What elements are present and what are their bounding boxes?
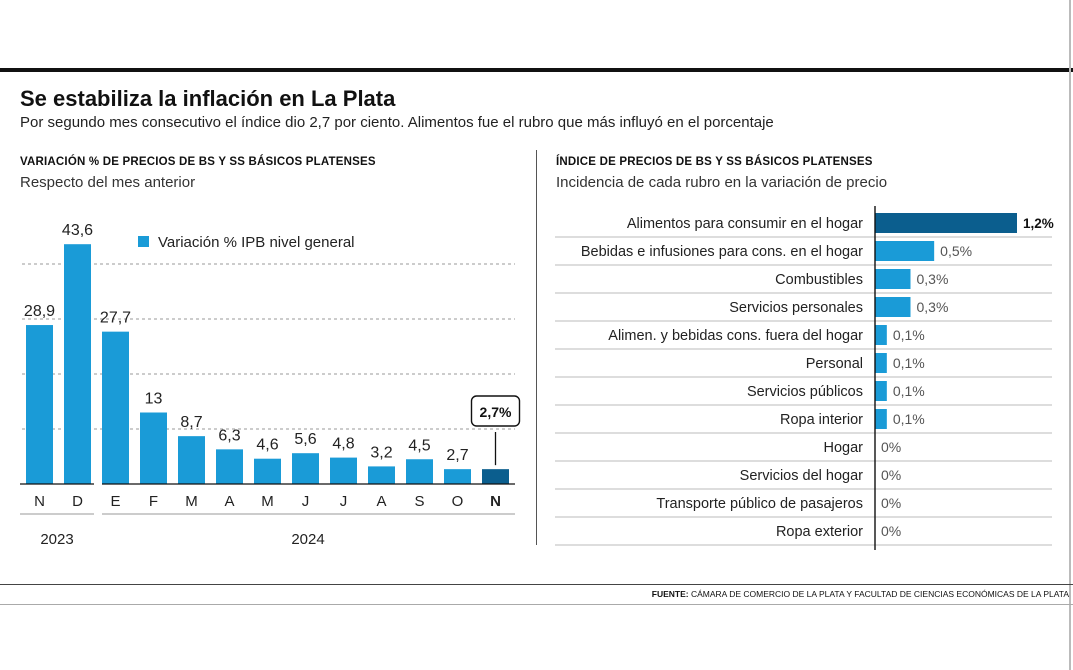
right-chart-heading: ÍNDICE DE PRECIOS DE BS Y SS BÁSICOS PLA… bbox=[556, 156, 873, 168]
category-label: Servicios del hogar bbox=[740, 468, 863, 484]
source-label: FUENTE: bbox=[651, 589, 689, 599]
right-chart-subheading: Incidencia de cada rubro en la variación… bbox=[556, 174, 888, 191]
incidence-value-label: 0% bbox=[881, 495, 901, 511]
incidence-value-label: 0% bbox=[881, 439, 901, 455]
bar-value-label: 27,7 bbox=[100, 310, 131, 327]
callout-box bbox=[470, 395, 521, 427]
incidence-value-label: 0,1% bbox=[893, 411, 925, 427]
incidence-value-label: 0% bbox=[881, 523, 901, 539]
bar-value-label: 6,3 bbox=[218, 427, 240, 444]
month-tick-label: M bbox=[185, 493, 198, 510]
bar bbox=[102, 331, 129, 484]
month-tick-label: J bbox=[340, 493, 348, 510]
bar bbox=[406, 459, 433, 484]
bar bbox=[216, 449, 243, 484]
bar-value-label: 2,7 bbox=[446, 447, 468, 464]
year-label-2023: 2023 bbox=[40, 531, 73, 548]
page-title: Se estabiliza la inflación en La Plata bbox=[20, 86, 396, 111]
incidence-value-label: 0,1% bbox=[893, 355, 925, 371]
incidence-value-label: 0% bbox=[881, 467, 901, 483]
category-label: Bebidas e infusiones para cons. en el ho… bbox=[581, 244, 863, 260]
bar bbox=[368, 466, 395, 484]
bar-value-label: 4,8 bbox=[332, 436, 354, 453]
month-tick-label: A bbox=[224, 493, 234, 510]
month-tick-label: F bbox=[149, 493, 158, 510]
bar-value-label: 28,9 bbox=[24, 303, 55, 320]
year-label-2024: 2024 bbox=[291, 531, 324, 548]
month-tick-label: O bbox=[452, 493, 464, 510]
month-tick-label: J bbox=[302, 493, 310, 510]
month-tick-label: D bbox=[72, 493, 83, 510]
incidence-bar bbox=[875, 241, 935, 261]
month-tick-label: N bbox=[490, 493, 501, 510]
bar-value-label: 3,2 bbox=[370, 444, 392, 461]
legend-label: Variación % IPB nivel general bbox=[158, 234, 355, 251]
category-label: Ropa exterior bbox=[776, 524, 863, 540]
top-rule bbox=[0, 68, 1073, 72]
incidence-bar bbox=[875, 353, 887, 373]
left-chart-heading: VARIACIÓN % DE PRECIOS DE BS Y SS BÁSICO… bbox=[20, 156, 376, 168]
incidence-bar bbox=[875, 269, 911, 289]
bar-value-label: 13 bbox=[145, 391, 163, 408]
month-tick-label: N bbox=[34, 493, 45, 510]
page-subtitle: Por segundo mes consecutivo el índice di… bbox=[20, 114, 774, 131]
bar bbox=[64, 244, 91, 484]
category-label: Combustibles bbox=[775, 272, 863, 288]
incidence-bar bbox=[875, 409, 887, 429]
bar bbox=[178, 436, 205, 484]
category-label: Ropa interior bbox=[780, 412, 863, 428]
bar-value-label: 5,6 bbox=[294, 431, 316, 448]
category-label: Alimentos para consumir en el hogar bbox=[627, 216, 863, 232]
month-tick-label: E bbox=[110, 493, 120, 510]
category-label: Alimen. y bebidas cons. fuera del hogar bbox=[608, 328, 863, 344]
bar-value-label: 43,6 bbox=[62, 222, 93, 239]
bar bbox=[140, 412, 167, 484]
incidence-bar bbox=[875, 325, 887, 345]
incidence-value-label: 0,3% bbox=[917, 299, 949, 315]
incidence-value-label: 1,2% bbox=[1023, 216, 1054, 231]
footer-rule-bottom bbox=[0, 604, 1073, 605]
page-edge bbox=[1069, 0, 1071, 670]
incidence-value-label: 0,1% bbox=[893, 327, 925, 343]
bar bbox=[254, 458, 281, 484]
source-note: FUENTE: CÁMARA DE COMERCIO DE LA PLATA Y… bbox=[652, 589, 1069, 599]
bar bbox=[26, 325, 53, 484]
bar-value-label: 4,5 bbox=[408, 437, 430, 454]
incidence-value-label: 0,5% bbox=[940, 243, 972, 259]
bar-value-label: 4,6 bbox=[256, 437, 278, 454]
category-label: Hogar bbox=[824, 440, 864, 456]
incidence-value-label: 0,1% bbox=[893, 383, 925, 399]
bar-value-label: 8,7 bbox=[180, 414, 202, 431]
monthly-variation-chart: Variación % IPB nivel general 28,9 N 43,6 D 2… bbox=[20, 222, 521, 548]
footer-rule bbox=[0, 584, 1073, 585]
incidence-bar bbox=[875, 213, 1017, 233]
incidence-bar bbox=[875, 297, 911, 317]
bar bbox=[330, 457, 357, 484]
section-divider bbox=[536, 150, 537, 545]
source-text: CÁMARA DE COMERCIO DE LA PLATA Y FACULTA… bbox=[690, 589, 1069, 599]
month-tick-label: A bbox=[376, 493, 386, 510]
legend-swatch bbox=[138, 236, 149, 247]
bar bbox=[482, 469, 509, 484]
incidence-bar bbox=[875, 381, 887, 401]
bar bbox=[444, 469, 471, 484]
category-label: Servicios personales bbox=[729, 300, 863, 316]
incidence-value-label: 0,3% bbox=[917, 271, 949, 287]
month-tick-label: M bbox=[261, 493, 274, 510]
callout-label: 2,7% bbox=[480, 404, 512, 420]
bar bbox=[292, 453, 319, 484]
category-label: Transporte público de pasajeros bbox=[656, 496, 863, 512]
month-tick-label: S bbox=[414, 493, 424, 510]
category-label: Personal bbox=[806, 356, 863, 372]
incidence-chart: Alimentos para consumir en el hogar 1,2% B… bbox=[555, 206, 1054, 550]
category-label: Servicios públicos bbox=[747, 384, 863, 400]
left-chart-subheading: Respecto del mes anterior bbox=[20, 174, 196, 191]
